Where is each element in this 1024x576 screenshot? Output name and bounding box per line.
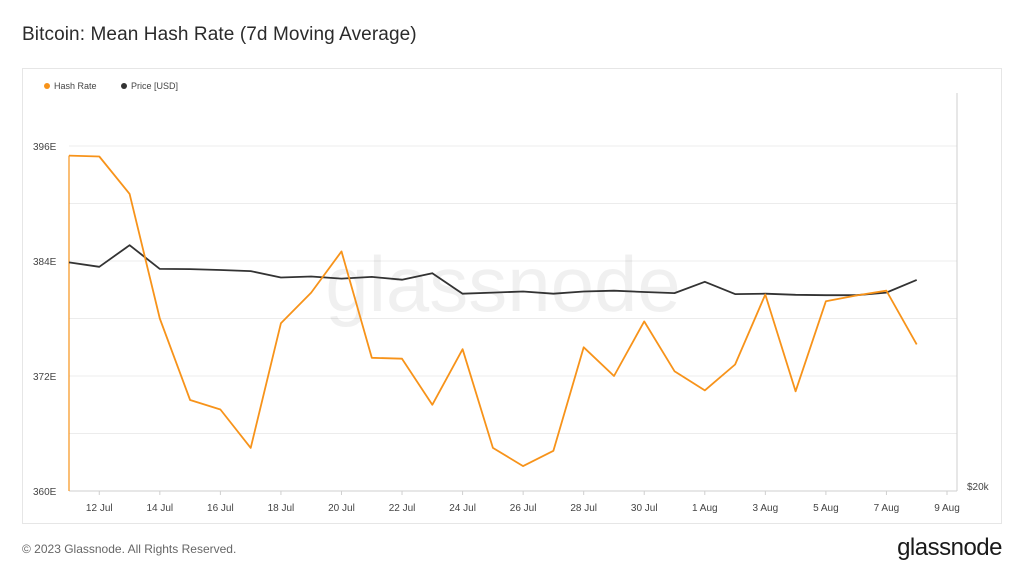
x-tick-label: 1 Aug — [692, 503, 718, 514]
x-tick-label: 28 Jul — [570, 503, 597, 514]
watermark: glassnode — [325, 240, 681, 328]
hash-rate-series-line-point[interactable] — [189, 399, 191, 401]
hash-rate-series-line-point[interactable] — [492, 447, 494, 449]
copyright-text: © 2023 Glassnode. All Rights Reserved. — [22, 542, 237, 556]
x-tick-label: 30 Jul — [631, 503, 658, 514]
price-series-line-point[interactable] — [159, 268, 161, 270]
y-tick-label-left: 384E — [33, 257, 57, 268]
y-tick-label-left: 396E — [33, 142, 57, 153]
price-series-line-point[interactable] — [613, 289, 615, 291]
price-series-line-point[interactable] — [401, 278, 403, 280]
hash-rate-series-line-point[interactable] — [280, 322, 282, 324]
legend-swatch[interactable] — [121, 83, 127, 89]
y-tick-label-left: 360E — [33, 487, 57, 498]
hash-rate-series-line-point[interactable] — [552, 450, 554, 452]
hash-rate-series-line-point[interactable] — [885, 290, 887, 292]
legend-label: Hash Rate — [54, 81, 97, 91]
hash-rate-series-line-point[interactable] — [310, 291, 312, 293]
x-tick-label: 9 Aug — [934, 503, 960, 514]
glassnode-logo[interactable]: glassnode — [897, 534, 1002, 561]
price-series-line-point[interactable] — [582, 290, 584, 292]
hash-rate-series-line-point[interactable] — [249, 447, 251, 449]
hash-rate-series-line-point[interactable] — [704, 389, 706, 391]
x-tick-label: 22 Jul — [389, 503, 416, 514]
hash-rate-series-line-point[interactable] — [219, 408, 221, 410]
hash-rate-series-line-point[interactable] — [401, 358, 403, 360]
hash-rate-series-line-point[interactable] — [916, 343, 918, 345]
price-series-line-point[interactable] — [552, 293, 554, 295]
price-series-line-point[interactable] — [219, 269, 221, 271]
price-series-line-point[interactable] — [704, 281, 706, 283]
hash-rate-series-line-point[interactable] — [128, 193, 130, 195]
hash-rate-series-line-point[interactable] — [643, 320, 645, 322]
price-series-line-point[interactable] — [431, 272, 433, 274]
price-series-line-point[interactable] — [280, 276, 282, 278]
price-series-line-point[interactable] — [340, 277, 342, 279]
x-tick-label: 26 Jul — [510, 503, 537, 514]
hash-rate-series-line[interactable] — [68, 154, 918, 468]
price-series-line-point[interactable] — [734, 293, 736, 295]
hash-rate-series-line-point[interactable] — [794, 390, 796, 392]
price-series-line-point[interactable] — [98, 266, 100, 268]
price-series-line-point[interactable] — [461, 293, 463, 295]
price-series-line-point[interactable] — [249, 270, 251, 272]
hash-rate-series-line-point[interactable] — [98, 155, 100, 157]
x-tick-label: 18 Jul — [268, 503, 295, 514]
x-tick-label: 24 Jul — [449, 503, 476, 514]
price-series-line-point[interactable] — [371, 276, 373, 278]
price-series-line-point[interactable] — [189, 268, 191, 270]
x-tick-label: 5 Aug — [813, 503, 839, 514]
hash-rate-series-line-point[interactable] — [371, 357, 373, 359]
hash-rate-chart[interactable]: 12 Jul 14 Jul 16 Jul 18 Jul 20 Jul 22 Jul 24 J… — [23, 69, 1003, 525]
x-tick-label: 3 Aug — [753, 503, 779, 514]
hash-rate-series-line-point[interactable] — [825, 300, 827, 302]
legend-label: Price [USD] — [131, 81, 178, 91]
chart-panel: 12 Jul 14 Jul 16 Jul 18 Jul 20 Jul 22 Jul 24 J… — [22, 68, 1002, 524]
hash-rate-series-line-point[interactable] — [734, 363, 736, 365]
x-tick-label: 20 Jul — [328, 503, 355, 514]
y-tick-label-right: $20k — [967, 482, 990, 493]
hash-rate-series-line-point[interactable] — [522, 465, 524, 467]
hash-rate-series-line-point[interactable] — [461, 348, 463, 350]
hash-rate-series-line-point[interactable] — [673, 370, 675, 372]
price-series-line-point[interactable] — [643, 291, 645, 293]
x-tick-label: 7 Aug — [874, 503, 900, 514]
x-tick-label: 12 Jul — [86, 503, 113, 514]
x-tick-label: 16 Jul — [207, 503, 234, 514]
price-series-line-point[interactable] — [522, 290, 524, 292]
price-series-line-point[interactable] — [492, 291, 494, 293]
x-tick-label: 14 Jul — [146, 503, 173, 514]
hash-rate-series-line-point[interactable] — [764, 293, 766, 295]
price-series-line-point[interactable] — [825, 294, 827, 296]
price-series-line-point[interactable] — [794, 294, 796, 296]
hash-rate-series-line-point[interactable] — [431, 404, 433, 406]
legend-swatch[interactable] — [44, 83, 50, 89]
hash-rate-series-line-point[interactable] — [613, 375, 615, 377]
chart-title: Bitcoin: Mean Hash Rate (7d Moving Avera… — [22, 24, 417, 45]
hash-rate-series-line-point[interactable] — [340, 250, 342, 252]
hash-rate-series-line-point[interactable] — [159, 317, 161, 319]
hash-rate-series-line-point[interactable] — [68, 154, 70, 156]
hash-rate-series-line-point[interactable] — [582, 346, 584, 348]
price-series-line-point[interactable] — [128, 244, 130, 246]
price-series-line-point[interactable] — [68, 261, 70, 263]
hash-rate-series-line-point[interactable] — [855, 294, 857, 296]
y-tick-label-left: 372E — [33, 372, 57, 383]
price-series-line-point[interactable] — [673, 292, 675, 294]
price-series-line-point[interactable] — [916, 279, 918, 281]
price-series-line-point[interactable] — [310, 275, 312, 277]
price-series-line[interactable] — [68, 244, 918, 297]
